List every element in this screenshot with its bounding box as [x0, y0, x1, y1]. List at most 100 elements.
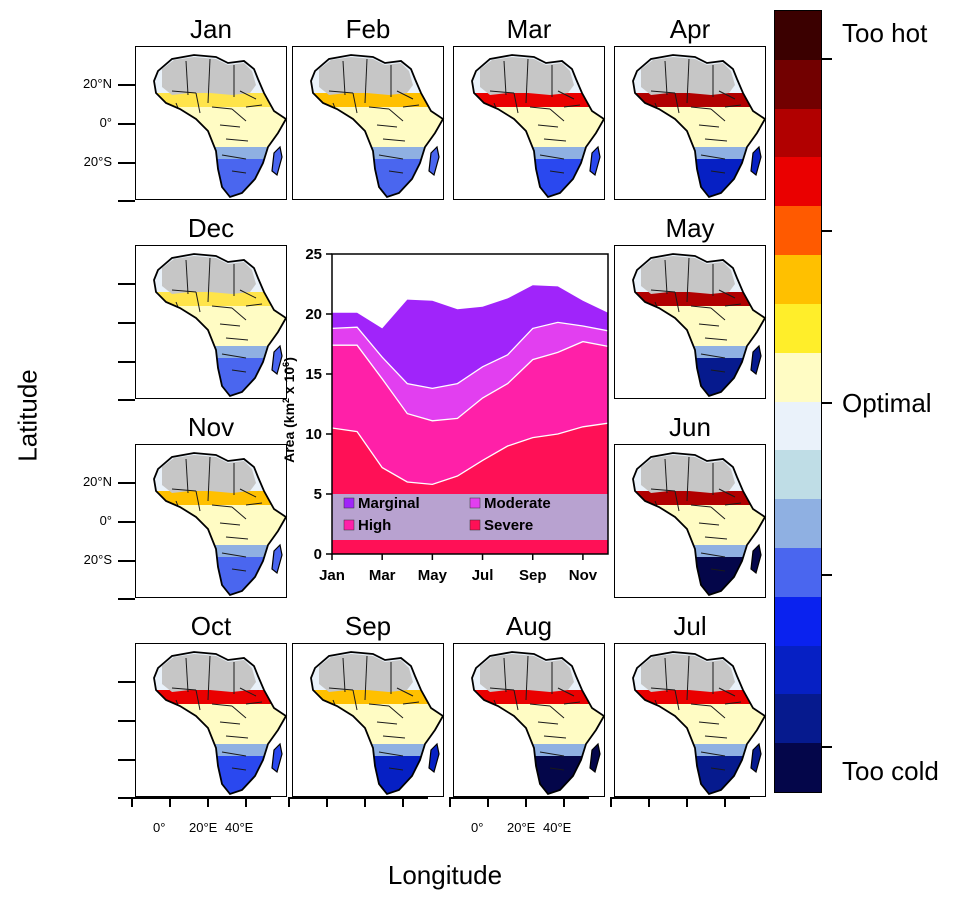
y-axis-title: Latitude: [12, 369, 43, 462]
lon-label: 0°: [153, 820, 166, 835]
x-tick-label: May: [418, 567, 448, 584]
map-panel-mar: [453, 46, 606, 200]
map-panel-dec: [135, 245, 288, 399]
map-panel-aug: [453, 643, 606, 797]
colorbar-segment: [775, 450, 821, 500]
legend-swatch-severe: [469, 519, 481, 531]
colorbar-segment: [775, 547, 821, 597]
colorbar: [774, 10, 822, 793]
area-boundary-line: [331, 422, 609, 486]
x-tick-label: Jul: [472, 567, 494, 584]
africa-map-jun: [632, 452, 767, 597]
area-series-moderate: [332, 322, 608, 421]
lon-tick: [402, 797, 404, 807]
lon-axis-line: [288, 797, 428, 799]
lon-tick: [364, 797, 366, 807]
africa-map-may: [632, 253, 767, 398]
colorbar-segment: [775, 108, 821, 158]
lon-tick: [326, 797, 328, 807]
africa-map-apr: [632, 54, 767, 199]
lat-label: 0°: [99, 115, 112, 130]
colorbar-segment: [775, 596, 821, 646]
colorbar-label-too-hot: Too hot: [842, 18, 928, 48]
lat-label: 20°N: [82, 474, 112, 489]
legend-swatch-moderate: [469, 497, 481, 509]
map-title-aug: Aug: [505, 611, 553, 641]
africa-map-jan: [153, 54, 288, 199]
x-axis-title: Longitude: [387, 860, 503, 890]
lat-tick: [118, 361, 135, 363]
lon-axis-line: [449, 797, 589, 799]
colorbar-label-optimal: Optimal: [842, 388, 932, 418]
lat-tick: [118, 283, 135, 285]
africa-map-feb: [310, 54, 445, 199]
map-panel-jun: [614, 444, 767, 598]
legend-swatch-marginal: [343, 497, 355, 509]
lon-label: 20°E: [189, 820, 218, 835]
lat-label: 20°N: [82, 76, 112, 91]
legend-label-severe: Severe: [484, 517, 533, 534]
colorbar-segment: [775, 401, 821, 451]
lat-tick: [118, 598, 135, 600]
africa-map-nov: [153, 452, 288, 597]
area-series-high: [332, 341, 608, 485]
map-panel-apr: [614, 46, 767, 200]
map-title-nov: Nov: [187, 412, 235, 442]
legend-label-marginal: Marginal: [358, 495, 420, 512]
colorbar-segment: [775, 743, 821, 792]
lon-axis-line: [610, 797, 750, 799]
map-panel-nov: [135, 444, 288, 598]
lat-tick: [118, 322, 135, 324]
y-tick-label: 10: [305, 426, 322, 443]
africa-map-oct: [153, 651, 288, 796]
lon-label: 20°E: [507, 820, 536, 835]
colorbar-tick: [822, 746, 832, 748]
y-tick-label: 20: [305, 306, 322, 323]
lat-label: 20°S: [83, 154, 112, 169]
africa-map-sep: [310, 651, 445, 796]
colorbar-segment: [775, 11, 821, 60]
map-title-oct: Oct: [190, 611, 232, 641]
lat-tick: [118, 759, 135, 761]
lon-tick: [686, 797, 688, 807]
lat-tick: [118, 123, 135, 125]
africa-map-aug: [471, 651, 606, 796]
legend-label-moderate: Moderate: [484, 495, 551, 512]
africa-map-dec: [153, 253, 288, 398]
colorbar-tick: [822, 402, 832, 404]
map-title-dec: Dec: [187, 213, 235, 243]
y-tick-label: 0: [314, 546, 322, 563]
area-series-marginal: [332, 285, 608, 389]
colorbar-segment: [775, 255, 821, 304]
lon-tick: [288, 797, 290, 807]
legend-swatch-high: [343, 519, 355, 531]
lat-tick: [118, 482, 135, 484]
y-tick-label: 5: [314, 486, 322, 503]
colorbar-segment: [775, 206, 821, 256]
map-title-jan: Jan: [190, 14, 232, 44]
lat-label: 0°: [99, 513, 112, 528]
map-title-jun: Jun: [669, 412, 711, 442]
map-panel-may: [614, 245, 767, 399]
lon-axis-line: [131, 797, 271, 799]
colorbar-tick: [822, 58, 832, 60]
area-chart: Area (km2 x 106) Marginal Moderate High Sev…: [281, 246, 609, 584]
lon-tick: [563, 797, 565, 807]
lat-label: 20°S: [83, 552, 112, 567]
x-tick-label: Sep: [519, 567, 547, 584]
map-panel-jul: [614, 643, 767, 797]
lat-tick: [118, 162, 135, 164]
lat-tick: [118, 720, 135, 722]
colorbar-tick: [822, 230, 832, 232]
map-panel-oct: [135, 643, 288, 797]
lat-tick: [118, 797, 135, 799]
lon-tick: [449, 797, 451, 807]
lat-tick: [118, 200, 135, 202]
lon-tick: [525, 797, 527, 807]
lat-tick: [118, 84, 135, 86]
y-tick-label: 25: [305, 246, 322, 263]
area-boundary-line: [332, 340, 609, 422]
colorbar-segment: [775, 694, 821, 744]
colorbar-segment: [775, 352, 821, 402]
colorbar-tick: [822, 574, 832, 576]
